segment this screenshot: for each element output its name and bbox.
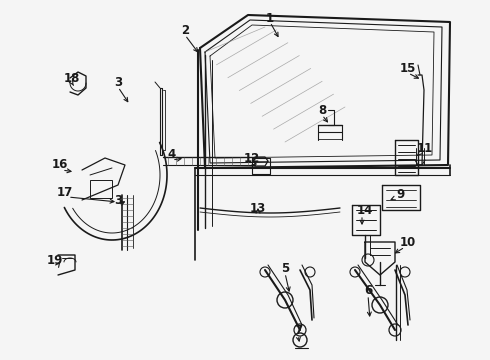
Text: 1: 1 (266, 12, 274, 24)
Text: 16: 16 (52, 158, 68, 171)
Text: 2: 2 (181, 23, 189, 36)
Text: 7: 7 (294, 324, 302, 337)
Text: 5: 5 (281, 261, 289, 274)
Text: 11: 11 (417, 141, 433, 154)
Text: 8: 8 (318, 104, 326, 117)
Text: 3: 3 (114, 76, 122, 89)
Text: 4: 4 (168, 148, 176, 162)
Text: 3: 3 (114, 194, 122, 207)
Text: 15: 15 (400, 62, 416, 75)
Text: 14: 14 (357, 203, 373, 216)
Text: 18: 18 (64, 72, 80, 85)
Text: 13: 13 (250, 202, 266, 215)
Text: 17: 17 (57, 185, 73, 198)
Text: 19: 19 (47, 253, 63, 266)
Text: 9: 9 (396, 189, 404, 202)
Text: 6: 6 (364, 284, 372, 297)
Text: 12: 12 (244, 152, 260, 165)
Text: 10: 10 (400, 235, 416, 248)
Bar (90, 180, 112, 198)
